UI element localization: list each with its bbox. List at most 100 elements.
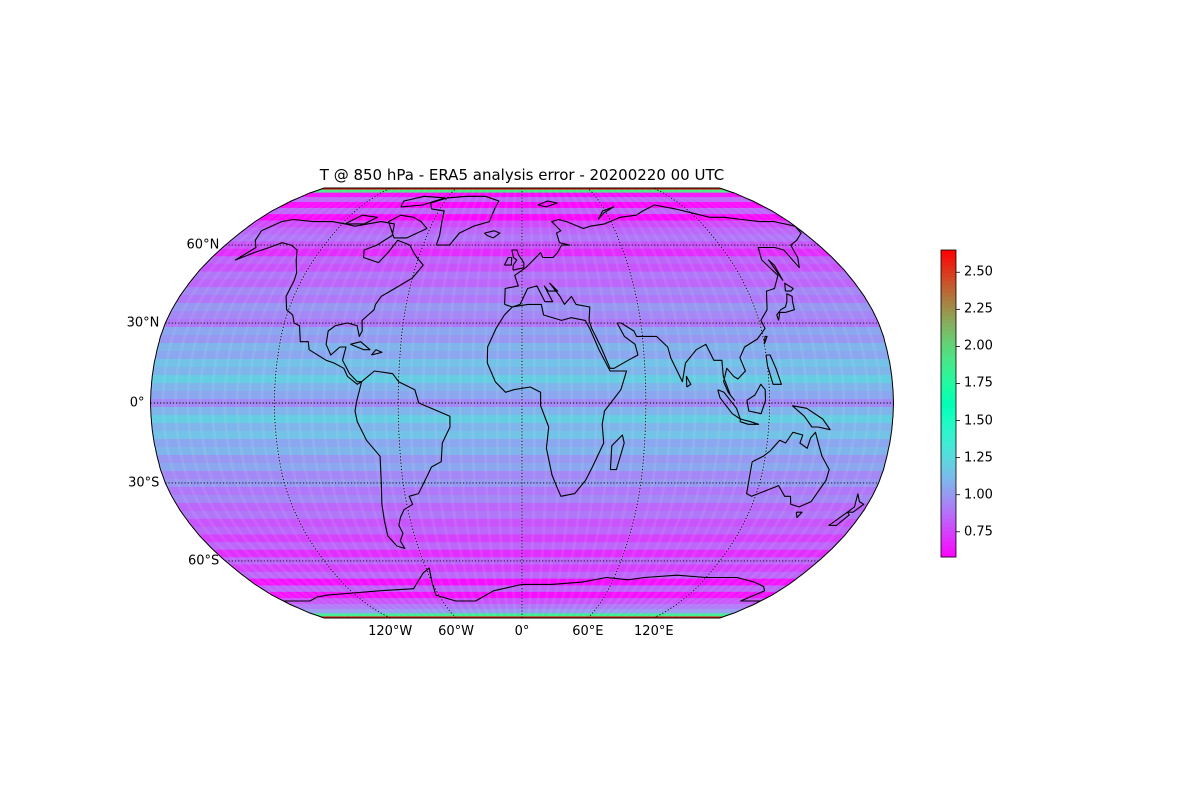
colorbar-tick-label: 2.25 — [964, 301, 993, 317]
lon-label: 0° — [514, 624, 530, 639]
colorbar-segment — [941, 284, 956, 289]
field-texture — [173, 188, 333, 618]
meridian-line — [273, 188, 391, 618]
coastline-sakhalin — [768, 259, 784, 281]
field-texture — [458, 189, 490, 617]
chart-title: T @ 850 hPa - ERA5 analysis error - 2020… — [319, 166, 725, 184]
field-texture — [161, 188, 326, 618]
field-band — [150, 502, 894, 512]
field-band — [150, 518, 894, 528]
field-texture — [547, 189, 573, 617]
lat-label: 60°N — [186, 237, 220, 253]
colorbar-segment — [941, 365, 956, 370]
colorbar-segment — [941, 250, 956, 255]
coastline-north-america — [234, 218, 424, 385]
field-texture — [534, 189, 549, 617]
colorbar-segment — [941, 422, 956, 428]
field-texture — [554, 189, 586, 617]
colorbar-tick-label: 1.50 — [964, 413, 993, 429]
field-band — [150, 359, 894, 368]
colorbar-segment — [941, 415, 956, 420]
lon-label: 60°W — [438, 624, 475, 639]
colorbar-segment — [941, 499, 956, 504]
colorbar-segment — [941, 533, 956, 539]
colorbar-segment — [941, 261, 956, 266]
field-band — [150, 603, 894, 610]
field-band — [150, 241, 894, 250]
colorbar-segment — [941, 457, 956, 462]
colorbar-segment — [941, 426, 956, 431]
field-band — [150, 311, 894, 320]
colorbar-segment — [941, 322, 956, 328]
field-texture — [186, 188, 340, 618]
coastline-novaya-zemlya — [597, 206, 615, 220]
lon-label: 120°E — [634, 624, 674, 639]
colorbar-segment — [941, 461, 956, 466]
lat-label: 0° — [129, 395, 145, 411]
colorbar-segment — [941, 487, 956, 493]
colorbar-segment — [941, 273, 956, 278]
colorbar-segment — [941, 257, 956, 263]
field-texture — [602, 188, 673, 618]
coastline-ireland — [503, 256, 513, 266]
field-texture — [643, 188, 747, 618]
field-band — [150, 271, 894, 280]
colorbar-segment — [941, 292, 956, 297]
field-texture — [371, 188, 442, 618]
coastline-south-america — [354, 370, 451, 550]
colorbar-segment — [941, 345, 956, 351]
field-texture — [248, 188, 374, 618]
colorbar-segment — [941, 407, 956, 412]
colorbar-segment — [941, 518, 956, 523]
colorbar-tick-label: 1.75 — [964, 375, 993, 391]
colorbar-segment — [941, 307, 956, 312]
field-band — [150, 375, 894, 384]
coastline-new-zealand-south — [828, 511, 850, 526]
colorbar-segment — [941, 384, 956, 389]
colorbar-segment — [941, 276, 956, 282]
coastline-cuba — [350, 341, 371, 351]
colorbar-segment — [941, 526, 956, 531]
colorbar — [940, 249, 960, 558]
field-texture — [684, 188, 821, 618]
colorbar-segment — [941, 430, 956, 435]
colorbar-segment — [941, 342, 956, 347]
coastline-japan — [776, 293, 795, 321]
colorbar-segment — [941, 403, 956, 408]
coastline-new-guinea — [791, 405, 831, 431]
field-texture — [347, 188, 428, 618]
field-band — [150, 534, 894, 543]
colorbar-segment — [941, 349, 956, 355]
coastline-britain — [511, 249, 525, 271]
lat-label: 30°N — [126, 315, 160, 331]
colorbar-segment — [941, 472, 956, 477]
colorbar-segment — [941, 380, 956, 385]
colorbar-segment — [941, 553, 956, 558]
coastline-tasmania — [795, 511, 803, 519]
coastlines — [234, 195, 865, 602]
field-texture — [285, 188, 394, 618]
colorbar-segment — [941, 522, 956, 527]
colorbar-segment — [941, 418, 956, 424]
colorbar-segment — [941, 330, 956, 335]
colorbar-segment — [941, 361, 956, 366]
colorbar-segment — [941, 545, 956, 550]
colorbar-segment — [941, 438, 956, 443]
field-band — [150, 613, 894, 618]
field-band — [150, 557, 894, 566]
field-texture — [297, 188, 401, 618]
field-texture — [609, 188, 685, 618]
colorbar-segment — [941, 299, 956, 305]
colorbar-segment — [941, 391, 956, 397]
field-band — [150, 327, 894, 336]
colorbar-tick-label: 1.25 — [964, 450, 993, 466]
field-texture — [711, 188, 871, 618]
colorbar-segment — [941, 514, 956, 520]
field-texture — [483, 189, 504, 617]
colorbar-segment — [941, 372, 956, 378]
colorbar-segment — [941, 388, 956, 393]
lon-label: 120°W — [368, 624, 413, 639]
meridian-line — [397, 188, 457, 618]
colorbar-segment — [941, 338, 956, 343]
field-texture — [260, 188, 381, 618]
